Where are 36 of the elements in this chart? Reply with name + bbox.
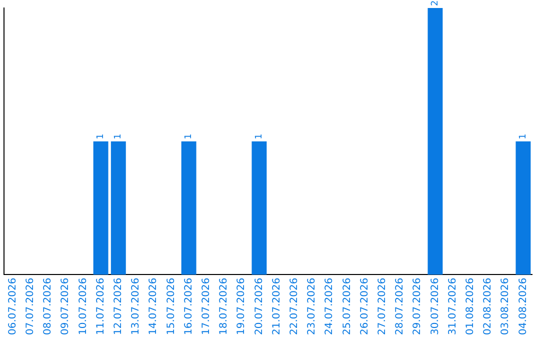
x-tick-label: 12.07.2026: [112, 278, 124, 336]
x-tick-label: 30.07.2026: [430, 278, 441, 336]
data-label: 1: [254, 134, 265, 140]
data-label: 1: [518, 134, 529, 140]
x-tick-label: 04.08.2026: [518, 278, 529, 336]
data-label: 1: [184, 134, 194, 140]
data-label: 1: [96, 134, 106, 140]
x-tick-label: 23.07.2026: [306, 278, 318, 336]
x-tick-label: 01.08.2026: [464, 278, 476, 336]
x-tick-label: 14.07.2026: [148, 278, 160, 336]
x-tick-label: 31.07.2026: [447, 278, 458, 336]
x-tick-label: 20.07.2026: [254, 278, 265, 336]
x-tick-label: 21.07.2026: [271, 278, 282, 336]
x-tick-label: 28.07.2026: [394, 278, 406, 336]
x-tick-label: 02.08.2026: [482, 278, 494, 336]
x-tick-label: 25.07.2026: [342, 278, 353, 336]
x-tick-label: 29.07.2026: [412, 278, 424, 336]
data-label: 1: [114, 134, 124, 140]
x-tick-label: 22.07.2026: [288, 278, 300, 336]
x-tick-label: 19.07.2026: [236, 278, 248, 336]
x-tick-label: 08.07.2026: [42, 278, 54, 336]
x-tick-label: 15.07.2026: [166, 278, 177, 336]
x-tick-label: 09.07.2026: [60, 278, 72, 336]
x-tick-label: 11.07.2026: [95, 278, 106, 336]
x-tick-label: 18.07.2026: [218, 278, 230, 336]
x-tick-label: 06.07.2026: [7, 278, 18, 336]
x-tick-label: 03.08.2026: [500, 278, 512, 336]
x-tick-label: 07.07.2026: [24, 278, 36, 336]
data-label: 2: [430, 0, 441, 6]
x-tick-label: 24.07.2026: [324, 278, 336, 336]
x-tick-label: 13.07.2026: [130, 278, 142, 336]
x-tick-label: 10.07.2026: [78, 278, 89, 336]
x-tick-label: 17.07.2026: [200, 278, 212, 336]
x-tick-label: 27.07.2026: [376, 278, 388, 336]
x-tick-label: 26.07.2026: [359, 278, 370, 336]
x-tick-label: 16.07.2026: [183, 278, 194, 336]
